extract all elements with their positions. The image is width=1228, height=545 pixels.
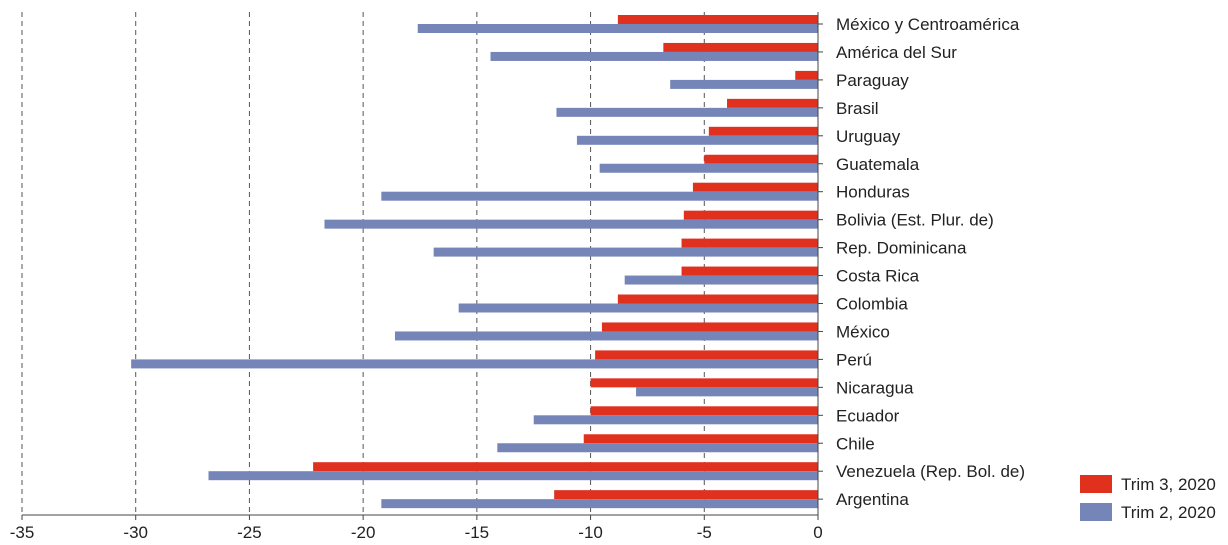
category-label: Guatemala bbox=[836, 155, 920, 174]
bar-trim2 bbox=[599, 163, 818, 173]
bar-trim3 bbox=[681, 238, 818, 248]
x-tick-label: -20 bbox=[351, 523, 376, 542]
x-tick-label: -5 bbox=[697, 523, 712, 542]
bar-trim2 bbox=[208, 471, 818, 481]
category-label: Colombia bbox=[836, 295, 908, 314]
category-label: Perú bbox=[836, 350, 872, 369]
bar-trim3 bbox=[313, 462, 818, 472]
bar-trim3 bbox=[683, 210, 818, 220]
x-tick-label: 0 bbox=[813, 523, 822, 542]
category-label: Chile bbox=[836, 434, 875, 453]
bar-trim2 bbox=[433, 247, 818, 257]
bar-trim2 bbox=[394, 331, 818, 341]
category-label: Costa Rica bbox=[836, 267, 920, 286]
bar-trim2 bbox=[533, 415, 818, 425]
bar-trim3 bbox=[795, 70, 818, 80]
legend-label: Trim 3, 2020 bbox=[1121, 475, 1216, 494]
x-tick-label: -35 bbox=[10, 523, 35, 542]
bar-trim3 bbox=[681, 266, 818, 276]
legend-swatch bbox=[1080, 475, 1112, 493]
bar-trim2 bbox=[576, 135, 818, 145]
category-label: Venezuela (Rep. Bol. de) bbox=[836, 462, 1025, 481]
bar-trim3 bbox=[692, 182, 818, 192]
bar-trim2 bbox=[381, 191, 818, 201]
bar-trim2 bbox=[417, 24, 818, 33]
category-label: Uruguay bbox=[836, 127, 901, 146]
bar-trim2 bbox=[636, 387, 818, 397]
bar-trim2 bbox=[670, 79, 818, 89]
category-label: Paraguay bbox=[836, 71, 909, 90]
bar-trim2 bbox=[490, 51, 818, 61]
category-labels: México y Centroamérica América del Sur Par… bbox=[836, 15, 1025, 509]
x-tick-label: -25 bbox=[237, 523, 262, 542]
x-tick-label: -15 bbox=[465, 523, 490, 542]
category-label: México bbox=[836, 322, 890, 341]
bar-trim3 bbox=[583, 434, 818, 444]
bar-trim3 bbox=[617, 294, 818, 304]
x-tick-label: -30 bbox=[123, 523, 148, 542]
bar-trim3 bbox=[590, 378, 818, 388]
bar-trim3 bbox=[617, 15, 818, 24]
bar-trim3 bbox=[595, 350, 818, 360]
bar-trim2 bbox=[497, 443, 818, 453]
legend: Trim 3, 2020 Trim 2, 2020 bbox=[1080, 475, 1216, 522]
legend-label: Trim 2, 2020 bbox=[1121, 503, 1216, 522]
grid-lines bbox=[21, 12, 705, 515]
category-label: Honduras bbox=[836, 183, 910, 202]
bar-trim2 bbox=[324, 219, 818, 229]
bar-trim3 bbox=[708, 126, 818, 136]
bar-trim2 bbox=[458, 303, 818, 313]
bar-trim3 bbox=[704, 154, 818, 164]
bar-trim3 bbox=[727, 98, 818, 108]
category-label: América del Sur bbox=[836, 43, 957, 62]
category-label: México y Centroamérica bbox=[836, 15, 1020, 34]
bars bbox=[131, 15, 818, 509]
bar-trim2 bbox=[556, 107, 818, 117]
bar-trim3 bbox=[601, 322, 818, 332]
bar-trim3 bbox=[663, 42, 818, 52]
bar-trim3 bbox=[590, 406, 818, 416]
category-label: Nicaragua bbox=[836, 378, 914, 397]
bar-trim2 bbox=[131, 359, 818, 369]
category-label: Argentina bbox=[836, 490, 909, 509]
category-label: Rep. Dominicana bbox=[836, 239, 967, 258]
category-label: Ecuador bbox=[836, 406, 900, 425]
legend-swatch bbox=[1080, 503, 1112, 521]
x-tick-label: -10 bbox=[578, 523, 603, 542]
bar-trim2 bbox=[381, 499, 818, 509]
axes: -35 -30 -25 -20 -15 -10 -5 0 bbox=[10, 12, 823, 542]
bar-trim2 bbox=[624, 275, 818, 285]
bar-trim3 bbox=[554, 490, 818, 500]
category-label: Brasil bbox=[836, 99, 879, 118]
category-label: Bolivia (Est. Plur. de) bbox=[836, 211, 994, 230]
